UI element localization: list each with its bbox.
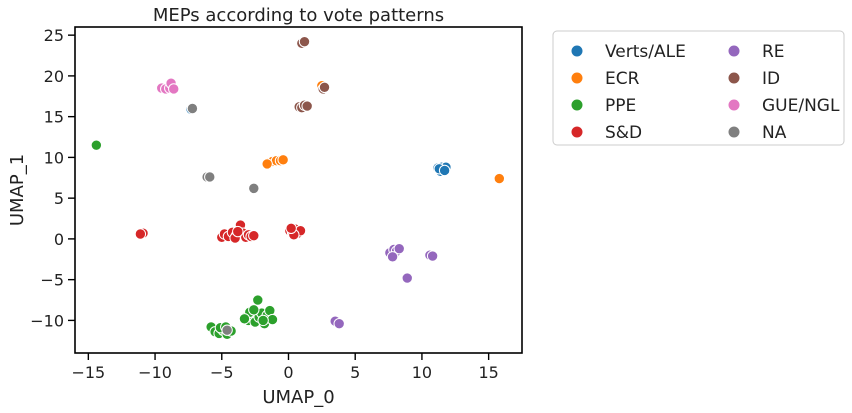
data-point (204, 171, 216, 183)
plot-area (90, 35, 506, 340)
data-point (248, 182, 260, 195)
data-point (318, 81, 331, 94)
data-point (168, 83, 180, 95)
x-tick-label: 5 (350, 363, 360, 382)
y-tick-label: 0 (54, 230, 64, 249)
legend-label: RE (762, 42, 785, 62)
data-point (266, 313, 279, 326)
y-tick-label: −10 (30, 311, 64, 330)
data-point (248, 304, 260, 316)
x-tick-label: 10 (412, 363, 432, 382)
legend-label: ID (762, 69, 780, 89)
legend-marker (727, 44, 741, 58)
legend-marker (727, 98, 741, 112)
chart-title: MEPs according to vote patterns (153, 5, 444, 26)
y-tick-label: 5 (54, 189, 64, 208)
data-point (186, 102, 199, 115)
data-point (386, 251, 399, 263)
legend: Verts/ALE ECR PPE S&D RE ID GUE/NGL NA (552, 30, 845, 146)
legend-marker (570, 44, 584, 58)
legend-frame (552, 30, 845, 146)
x-tick-label: 15 (478, 363, 498, 382)
legend-marker (570, 71, 584, 85)
y-tick-label: −5 (40, 271, 64, 290)
legend-label: GUE/NGL (762, 96, 840, 116)
y-tick-label: 15 (44, 108, 64, 127)
y-tick-label: 20 (44, 67, 64, 86)
data-point (221, 324, 233, 336)
data-point (257, 314, 269, 327)
data-point (333, 317, 345, 330)
x-axis-label: UMAP_0 (262, 387, 334, 408)
data-point (493, 172, 506, 185)
legend-label: NA (762, 123, 787, 143)
legend-label: PPE (605, 96, 636, 116)
axes: −15 −10 −5 0 5 10 15 −10 −5 0 5 10 15 20 25 (30, 26, 523, 382)
legend-marker (570, 125, 584, 139)
data-point (252, 294, 264, 306)
legend-marker (727, 71, 741, 85)
legend-label: ECR (605, 69, 640, 89)
x-tick-label: −15 (71, 363, 105, 382)
x-tick-label: −10 (138, 363, 172, 382)
x-tick-label: 0 (283, 363, 293, 382)
x-tick-label: −5 (210, 363, 234, 382)
data-point (393, 242, 405, 255)
y-tick-label: 25 (44, 26, 64, 45)
plot-frame (74, 26, 523, 354)
data-point (238, 313, 251, 325)
data-point (261, 158, 273, 170)
data-point (134, 228, 147, 240)
data-point (438, 164, 451, 177)
data-point (277, 154, 289, 166)
y-axis-label: UMAP_1 (7, 154, 28, 226)
data-point (298, 35, 311, 48)
legend-marker (727, 125, 741, 139)
data-point (232, 225, 244, 238)
data-point (426, 250, 439, 262)
legend-label: S&D (605, 123, 642, 143)
legend-marker (570, 98, 584, 112)
data-point (285, 222, 297, 235)
data-point (248, 229, 260, 242)
legend-label: Verts/ALE (605, 42, 686, 62)
data-point (401, 272, 413, 284)
data-point (301, 100, 313, 112)
y-tick-label: 10 (44, 148, 64, 167)
data-point (90, 139, 103, 151)
